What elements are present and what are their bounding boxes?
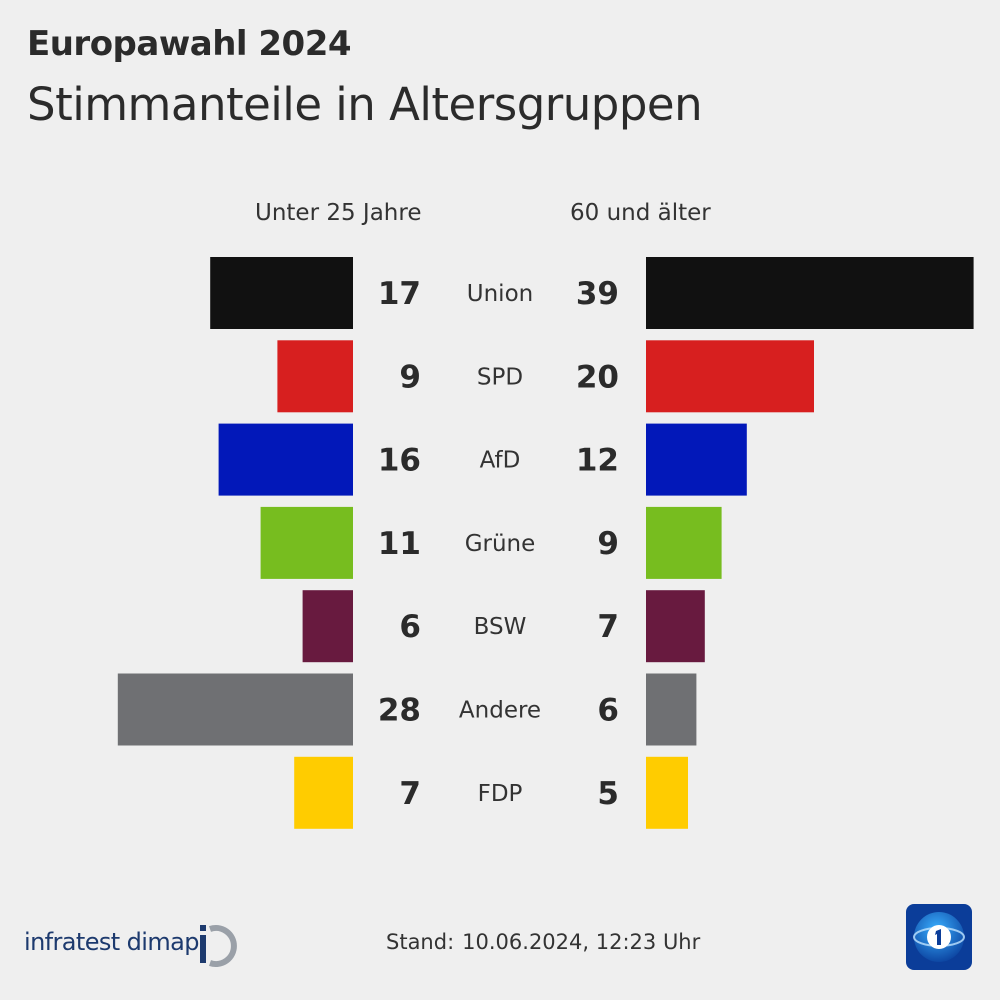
series-label-under-25: Unter 25 Jahre	[255, 200, 422, 226]
value-label-under-25-union: 17	[378, 276, 421, 312]
value-label-60-plus-gruene: 9	[597, 526, 619, 562]
bar-under-25-afd	[218, 423, 353, 496]
infratest-dimap-icon	[200, 925, 237, 967]
bar-60-plus-union	[646, 257, 974, 329]
bar-under-25-spd	[277, 340, 353, 413]
bar-60-plus-andere	[646, 673, 697, 746]
value-label-60-plus-afd: 12	[576, 443, 619, 479]
ard-tagesschau-1-icon	[906, 904, 972, 974]
category-label-union: Union	[467, 281, 533, 307]
value-label-60-plus-spd: 20	[576, 359, 619, 395]
value-label-under-25-gruene: 11	[378, 526, 421, 562]
value-label-60-plus-union: 39	[576, 276, 619, 312]
series-label-60-plus: 60 und älter	[570, 200, 711, 226]
value-label-60-plus-bsw: 7	[597, 609, 619, 645]
category-label-spd: SPD	[477, 364, 523, 390]
value-label-60-plus-fdp: 5	[597, 776, 619, 812]
timestamp: Stand: 10.06.2024, 12:23 Uhr	[386, 930, 700, 954]
category-label-fdp: FDP	[478, 781, 523, 807]
bar-under-25-gruene	[260, 506, 353, 579]
infratest-dimap-logo: infratest dimap	[24, 923, 244, 967]
stand-label: Stand:	[386, 930, 455, 954]
bar-under-25-bsw	[302, 590, 353, 663]
bar-60-plus-fdp	[646, 756, 688, 829]
value-label-60-plus-andere: 6	[597, 693, 619, 729]
value-label-under-25-andere: 28	[378, 693, 421, 729]
stand-date: 10.06.2024, 12:23 Uhr	[462, 930, 701, 954]
bar-under-25-union	[210, 257, 353, 329]
value-label-under-25-bsw: 6	[399, 609, 421, 645]
bar-60-plus-gruene	[646, 506, 722, 579]
bar-under-25-andere	[117, 673, 353, 746]
value-label-under-25-afd: 16	[378, 443, 421, 479]
chart-subtitle: Stimmanteile in Altersgruppen	[27, 78, 703, 131]
value-label-under-25-fdp: 7	[399, 776, 421, 812]
bar-under-25-fdp	[294, 756, 353, 829]
source-label: infratest dimap	[24, 928, 199, 956]
value-label-under-25-spd: 9	[399, 359, 421, 395]
category-label-afd: AfD	[480, 448, 521, 474]
bar-60-plus-spd	[646, 340, 814, 413]
category-label-gruene: Grüne	[465, 531, 536, 557]
chart-title: Europawahl 2024	[27, 24, 352, 64]
bar-60-plus-afd	[646, 423, 747, 496]
category-label-bsw: BSW	[474, 614, 527, 640]
category-label-andere: Andere	[459, 698, 541, 724]
bar-60-plus-bsw	[646, 590, 705, 663]
